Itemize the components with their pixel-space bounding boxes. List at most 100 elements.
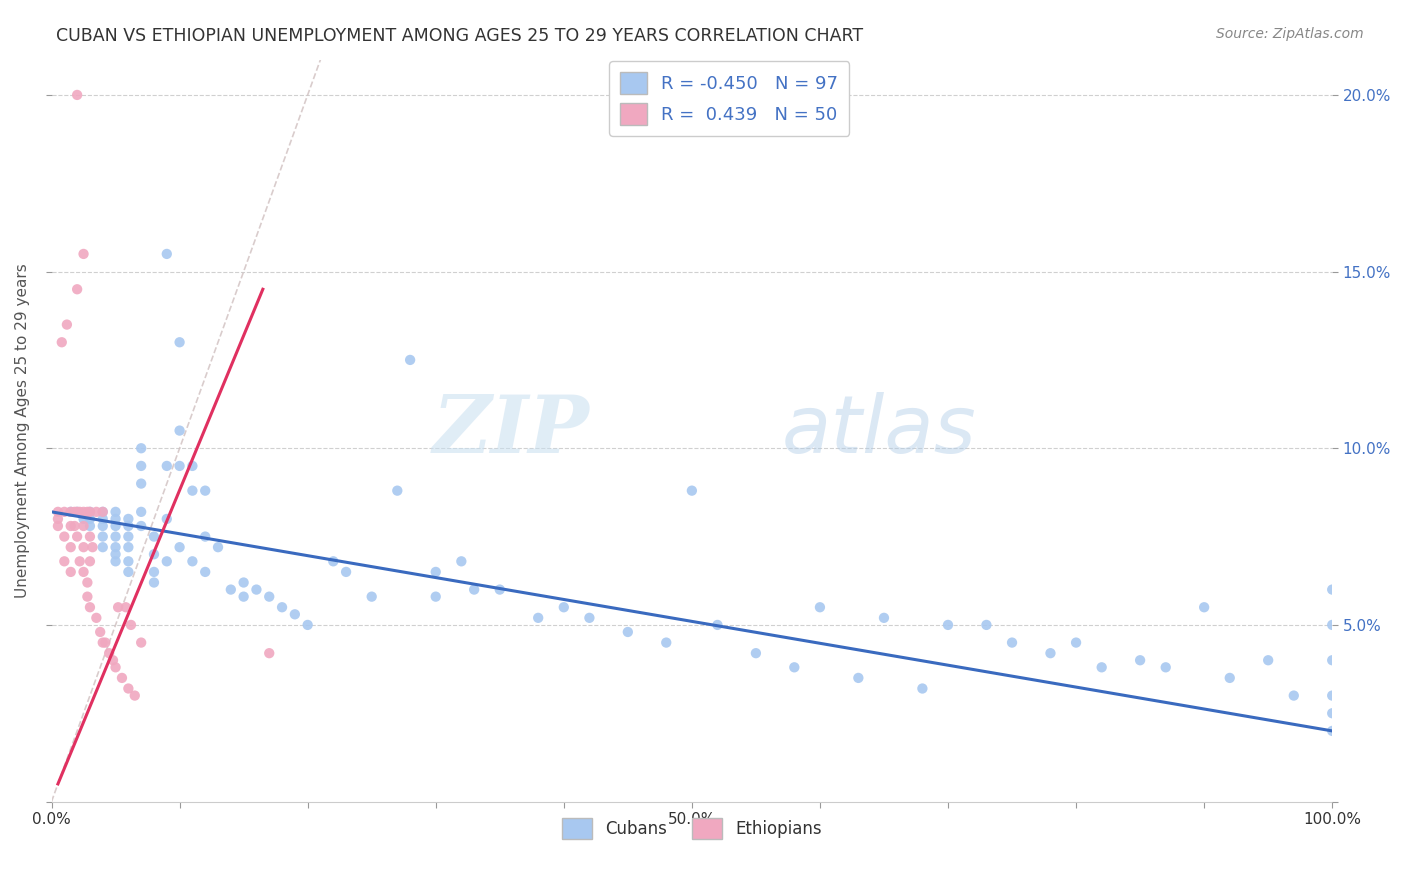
Point: [72, 565, 94, 579]
Point: [104, 505, 127, 519]
Point: [104, 660, 127, 674]
Point: [578, 611, 600, 625]
Point: [104, 554, 127, 568]
Point: [114, 600, 136, 615]
Point: [681, 483, 703, 498]
Point: [53, 505, 76, 519]
Point: [89, 624, 111, 639]
Point: [1064, 635, 1087, 649]
Point: [169, 424, 191, 438]
Point: [450, 554, 472, 568]
Point: [156, 512, 179, 526]
Point: [232, 590, 254, 604]
Point: [66, 505, 89, 519]
Point: [207, 540, 229, 554]
Point: [104, 530, 127, 544]
Point: [1091, 660, 1114, 674]
Point: [194, 565, 217, 579]
Point: [1039, 646, 1062, 660]
Point: [66, 282, 89, 296]
Point: [194, 483, 217, 498]
Text: ZIP: ZIP: [433, 392, 589, 469]
Point: [143, 575, 166, 590]
Point: [51, 335, 73, 350]
Point: [297, 618, 319, 632]
Point: [1322, 689, 1344, 703]
Point: [1322, 618, 1344, 632]
Point: [257, 590, 280, 604]
Point: [1257, 653, 1279, 667]
Point: [143, 565, 166, 579]
Point: [335, 565, 357, 579]
Point: [111, 671, 134, 685]
Point: [745, 646, 768, 660]
Point: [46, 512, 69, 526]
Point: [53, 554, 76, 568]
Point: [117, 512, 139, 526]
Point: [104, 547, 127, 561]
Point: [59, 540, 82, 554]
Point: [169, 458, 191, 473]
Point: [245, 582, 267, 597]
Point: [104, 512, 127, 526]
Point: [1219, 671, 1241, 685]
Point: [284, 607, 307, 622]
Point: [1322, 582, 1344, 597]
Point: [129, 505, 152, 519]
Point: [117, 540, 139, 554]
Point: [91, 505, 114, 519]
Point: [873, 611, 896, 625]
Point: [76, 505, 98, 519]
Point: [66, 530, 89, 544]
Point: [936, 618, 959, 632]
Point: [425, 590, 447, 604]
Point: [117, 681, 139, 696]
Point: [425, 565, 447, 579]
Point: [181, 458, 204, 473]
Point: [156, 458, 179, 473]
Point: [143, 530, 166, 544]
Point: [117, 565, 139, 579]
Point: [706, 618, 728, 632]
Point: [79, 530, 101, 544]
Point: [101, 653, 124, 667]
Point: [59, 519, 82, 533]
Point: [63, 519, 86, 533]
Point: [91, 519, 114, 533]
Point: [82, 540, 104, 554]
Point: [143, 547, 166, 561]
Point: [117, 554, 139, 568]
Point: [232, 575, 254, 590]
Point: [1322, 653, 1344, 667]
Point: [79, 505, 101, 519]
Point: [1129, 653, 1152, 667]
Point: [91, 635, 114, 649]
Point: [463, 582, 485, 597]
Point: [46, 519, 69, 533]
Point: [86, 505, 108, 519]
Point: [76, 575, 98, 590]
Point: [129, 519, 152, 533]
Point: [1322, 706, 1344, 721]
Point: [79, 600, 101, 615]
Point: [181, 483, 204, 498]
Point: [181, 554, 204, 568]
Point: [79, 554, 101, 568]
Point: [783, 660, 806, 674]
Point: [846, 671, 869, 685]
Point: [72, 505, 94, 519]
Point: [86, 611, 108, 625]
Point: [129, 442, 152, 456]
Point: [219, 582, 242, 597]
Point: [91, 540, 114, 554]
Point: [169, 335, 191, 350]
Text: CUBAN VS ETHIOPIAN UNEMPLOYMENT AMONG AGES 25 TO 29 YEARS CORRELATION CHART: CUBAN VS ETHIOPIAN UNEMPLOYMENT AMONG AG…: [56, 27, 863, 45]
Point: [120, 618, 142, 632]
Point: [98, 646, 121, 660]
Point: [399, 353, 422, 368]
Point: [76, 590, 98, 604]
Point: [129, 458, 152, 473]
Point: [1154, 660, 1177, 674]
Point: [59, 565, 82, 579]
Point: [129, 635, 152, 649]
